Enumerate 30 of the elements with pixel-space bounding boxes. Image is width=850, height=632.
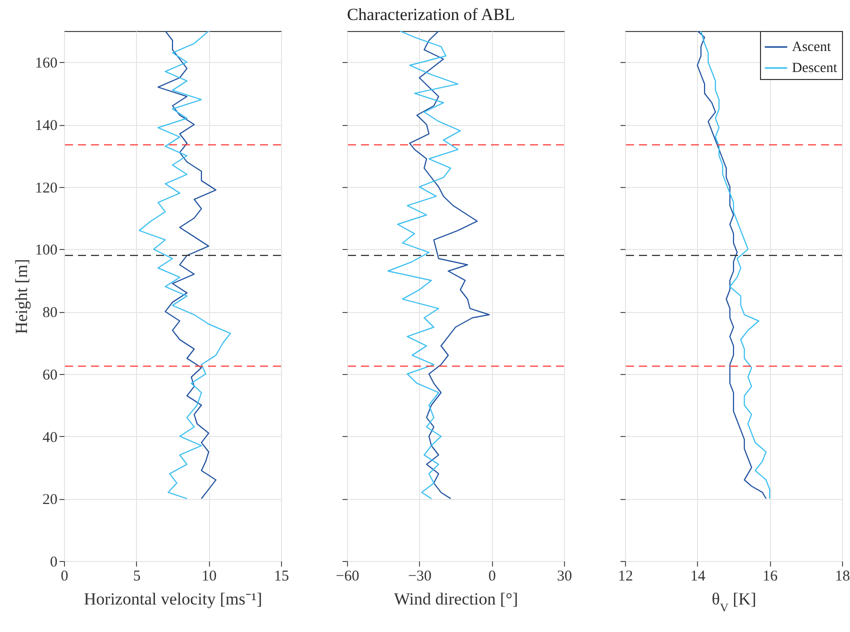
x-tick-label: 0 (60, 568, 68, 584)
line-series (138, 31, 231, 500)
x-tick-label: 18 (835, 568, 850, 584)
x-tick-label: 15 (274, 568, 289, 584)
legend-label: Descent (792, 61, 838, 76)
x-axis-title: Horizontal velocity [ms⁻¹] (84, 590, 262, 608)
x-tick-label: 10 (202, 568, 217, 584)
y-tick-label: 60 (42, 367, 58, 384)
x-axis-title: θ$_{V}$ [K] (712, 590, 756, 614)
x-tick-label: 5 (133, 568, 141, 584)
x-tick-label: −60 (336, 568, 360, 584)
x-tick-label: 14 (690, 568, 706, 584)
y-tick-label: 120 (35, 180, 58, 196)
legend-label: Ascent (792, 40, 831, 55)
x-tick-label: 0 (488, 568, 496, 584)
y-tick-label: 0 (50, 554, 58, 570)
y-axis-title: Height [m] (12, 258, 31, 334)
x-tick-label: 16 (762, 568, 778, 584)
y-tick-label: 40 (42, 430, 58, 446)
chart-title: Characterization of ABL (346, 5, 516, 24)
y-tick-label: 160 (35, 56, 58, 72)
y-tick-label: 20 (42, 492, 58, 508)
x-tick-label: 12 (618, 568, 633, 584)
x-axis-title: Wind direction [°] (394, 590, 518, 608)
x-tick-label: −30 (408, 568, 432, 584)
line-series (157, 31, 216, 500)
x-tick-label: 30 (557, 568, 572, 584)
y-tick-label: 80 (42, 305, 58, 322)
y-tick-label: 100 (35, 242, 58, 259)
y-tick-label: 140 (35, 118, 58, 134)
